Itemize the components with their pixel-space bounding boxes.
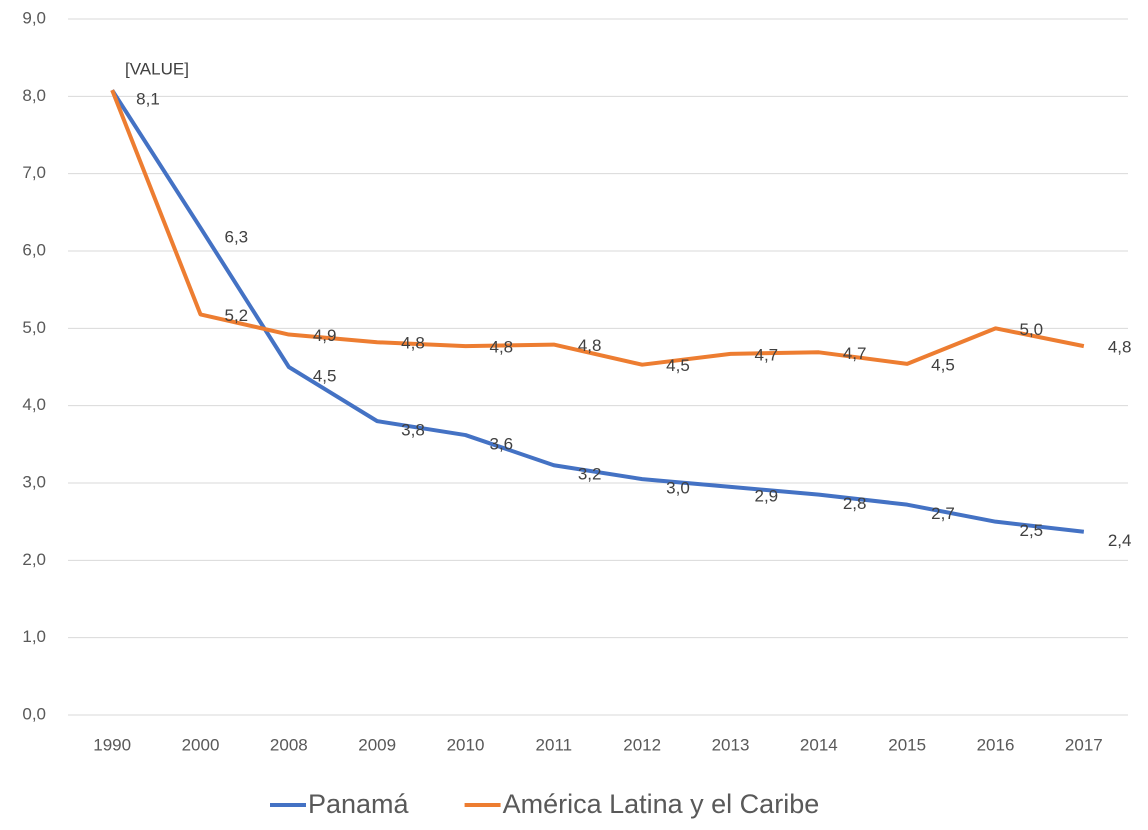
data-label: 4,8 — [401, 334, 425, 353]
y-tick-label: 4,0 — [22, 395, 46, 414]
data-label: 5,0 — [1020, 320, 1044, 339]
data-label: 6,3 — [225, 227, 249, 246]
data-label: 4,5 — [931, 355, 955, 374]
x-tick-label: 2008 — [270, 735, 308, 754]
x-tick-label: 2009 — [358, 735, 396, 754]
annotation: [VALUE] — [125, 59, 189, 78]
data-label: 5,2 — [225, 306, 249, 325]
x-tick-label: 2014 — [800, 735, 838, 754]
data-label: 3,0 — [666, 479, 690, 498]
y-tick-label: 3,0 — [22, 472, 46, 491]
data-label: 2,8 — [843, 494, 867, 513]
y-tick-label: 6,0 — [22, 240, 46, 259]
y-tick-label: 7,0 — [22, 163, 46, 182]
data-label: 8,1 — [136, 90, 160, 109]
y-tick-label: 5,0 — [22, 318, 46, 337]
data-label: 2,5 — [1020, 521, 1044, 540]
y-tick-label: 1,0 — [22, 627, 46, 646]
data-label: 3,6 — [490, 435, 514, 454]
x-tick-label: 2012 — [623, 735, 661, 754]
data-label: 4,5 — [666, 356, 690, 375]
x-tick-label: 1990 — [93, 735, 131, 754]
series-line — [110, 89, 1085, 367]
y-tick-label: 9,0 — [22, 8, 46, 27]
data-label: 4,7 — [755, 345, 779, 364]
data-label: 3,2 — [578, 465, 602, 484]
data-label: 4,9 — [313, 326, 337, 345]
series-line — [110, 89, 1085, 534]
y-tick-label: 0,0 — [22, 704, 46, 723]
x-tick-label: 2015 — [888, 735, 926, 754]
data-label: 2,7 — [931, 504, 955, 523]
x-tick-label: 2011 — [536, 735, 573, 754]
y-tick-label: 8,0 — [22, 86, 46, 105]
x-tick-label: 2000 — [182, 735, 220, 754]
data-label: 3,8 — [401, 421, 425, 440]
data-label: 4,7 — [843, 344, 867, 363]
data-label: 2,9 — [755, 486, 779, 505]
data-label: 2,4 — [1108, 531, 1132, 550]
y-tick-label: 2,0 — [22, 550, 46, 569]
x-tick-label: 2017 — [1065, 735, 1103, 754]
data-label: 4,8 — [490, 338, 514, 357]
data-label: 4,5 — [313, 366, 337, 385]
legend-label: América Latina y el Caribe — [503, 789, 820, 819]
data-label: 4,8 — [1108, 338, 1132, 357]
x-tick-label: 2016 — [977, 735, 1015, 754]
x-tick-label: 2010 — [447, 735, 485, 754]
legend-label: Panamá — [308, 789, 410, 819]
x-tick-label: 2013 — [712, 735, 750, 754]
data-label: 4,8 — [578, 336, 602, 355]
